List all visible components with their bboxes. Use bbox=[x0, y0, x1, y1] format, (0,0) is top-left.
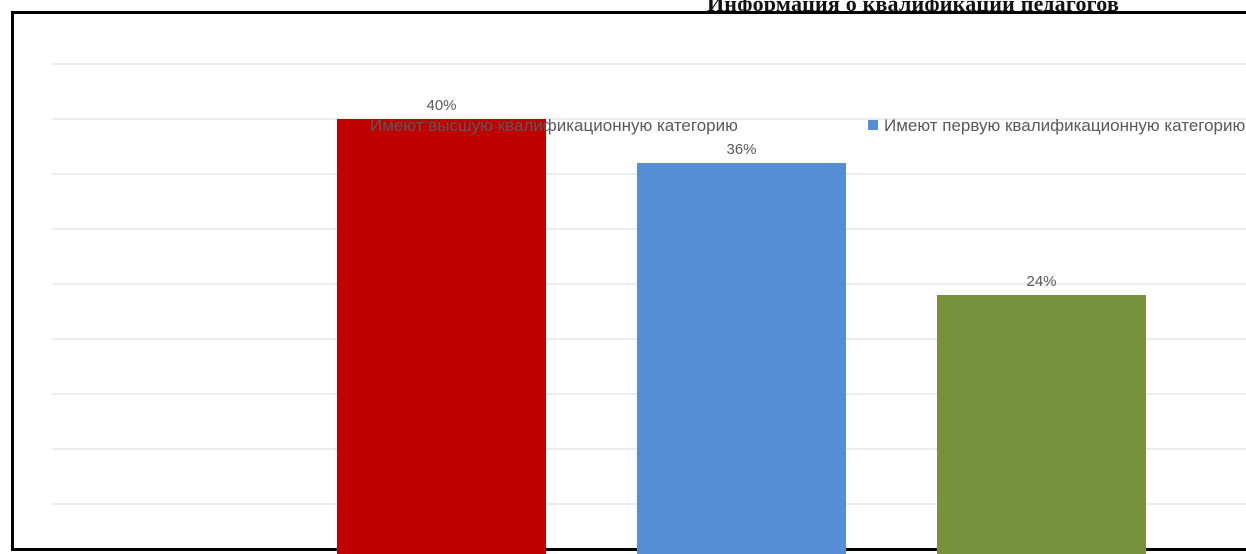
legend-swatch-0 bbox=[354, 120, 364, 130]
legend: Имеют высшую квалификационную категорию … bbox=[354, 116, 1246, 135]
value-labels: 40% 36% 24% bbox=[426, 97, 1056, 290]
legend-label-0: Имеют высшую квалификационную категорию bbox=[370, 116, 738, 135]
value-label-0: 40% bbox=[426, 97, 456, 114]
bar-0 bbox=[337, 119, 546, 554]
bars bbox=[337, 119, 1146, 554]
chart-frame: 40% 36% 24% Имеют высшую квалификационную … bbox=[11, 11, 1246, 554]
value-label-1: 36% bbox=[726, 141, 756, 158]
qualification-chart: 40% 36% 24% Имеют высшую квалификационную … bbox=[52, 63, 1246, 554]
bar-2 bbox=[937, 295, 1146, 554]
legend-swatch-1 bbox=[868, 120, 878, 130]
legend-label-1: Имеют первую квалификационную категорию bbox=[884, 116, 1246, 135]
bar-1 bbox=[637, 163, 846, 554]
value-label-2: 24% bbox=[1026, 273, 1056, 290]
